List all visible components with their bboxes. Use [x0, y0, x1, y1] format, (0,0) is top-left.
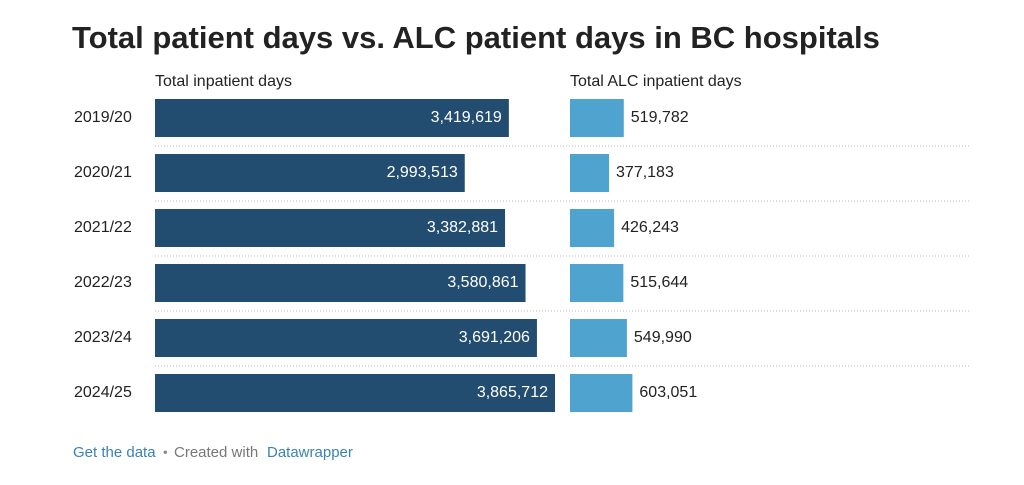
- bar: [570, 99, 624, 137]
- category-label: 2019/20: [74, 109, 132, 126]
- footer-separator: •: [163, 444, 168, 459]
- value-label: 519,782: [631, 109, 689, 126]
- legend-entry: Total ALC inpatient days: [570, 73, 742, 90]
- legend-entry: Total inpatient days: [155, 73, 292, 90]
- value-label: 377,183: [616, 164, 674, 181]
- category-label: 2022/23: [74, 274, 132, 291]
- category-label: 2024/25: [74, 384, 132, 401]
- category-label: 2021/22: [74, 219, 132, 236]
- bar: [155, 319, 537, 357]
- bar: [570, 264, 624, 302]
- category-label: 2023/24: [74, 329, 132, 346]
- bar: [570, 154, 610, 192]
- bar: [155, 154, 465, 192]
- footer-link[interactable]: Datawrapper: [267, 444, 353, 461]
- bar: [155, 209, 506, 247]
- footer-text: Created with: [174, 444, 258, 461]
- value-label: 3,580,861: [447, 274, 518, 291]
- bar: [570, 209, 615, 247]
- value-label: 2,993,513: [387, 164, 458, 181]
- value-label: 426,243: [621, 219, 679, 236]
- chart-title: Total patient days vs. ALC patient days …: [72, 20, 880, 55]
- footer-link[interactable]: Get the data: [73, 444, 156, 461]
- value-label: 515,644: [630, 274, 688, 291]
- bar: [570, 374, 633, 412]
- value-label: 3,865,712: [477, 384, 548, 401]
- value-label: 3,382,881: [427, 219, 498, 236]
- value-label: 603,051: [639, 384, 697, 401]
- bar: [155, 99, 509, 137]
- value-label: 549,990: [634, 329, 692, 346]
- value-label: 3,691,206: [459, 329, 530, 346]
- bar: [570, 319, 627, 357]
- value-label: 3,419,619: [431, 109, 502, 126]
- bar: [155, 374, 555, 412]
- category-label: 2020/21: [74, 164, 132, 181]
- bar: [155, 264, 526, 302]
